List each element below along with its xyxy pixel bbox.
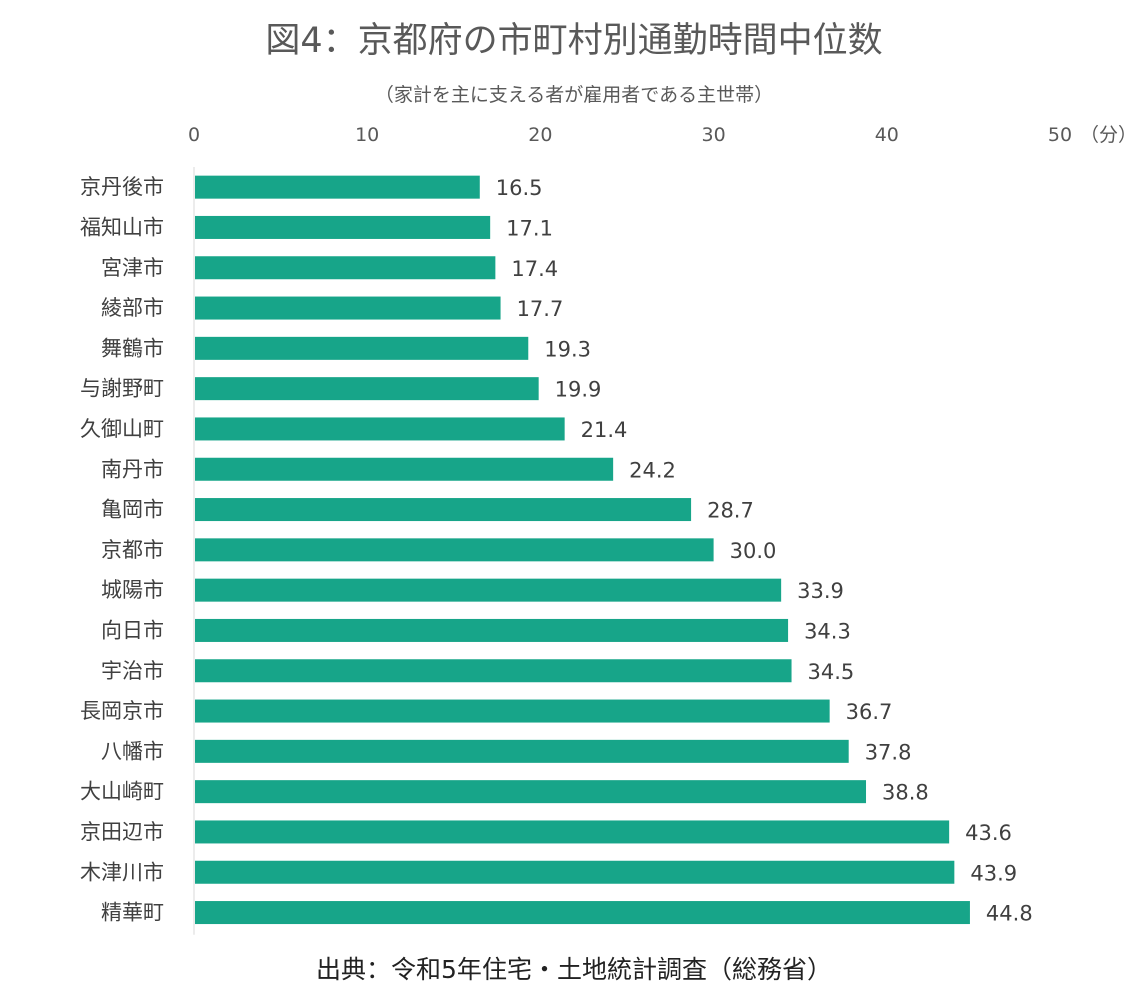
bar: [195, 820, 950, 844]
data-labels: 16.5 17.1 17.4 17.7 19.3 19.9 21.424.2 28.7 30.0…: [496, 176, 1033, 925]
bar: [195, 578, 782, 602]
bar: [195, 417, 565, 441]
bar: [195, 215, 491, 239]
category-label: 亀岡市: [101, 498, 164, 522]
chart-title: 図4：京都府の市町村別通勤時間中位数: [265, 21, 883, 61]
category-label: 城陽市: [101, 578, 164, 602]
data-label: 43.6: [965, 821, 1012, 845]
bar: [195, 699, 830, 723]
data-label: 44.8: [986, 902, 1033, 926]
bar: [195, 739, 849, 763]
category-label: 精華町: [101, 901, 164, 925]
bars: [195, 175, 970, 925]
data-label: 34.3: [804, 619, 851, 643]
bar: [195, 618, 789, 642]
category-labels: 京丹後市福知山市宮津市綾部市舞鶴市与謝野町久御山町南丹市亀岡市京都市城陽市向日市…: [80, 175, 164, 924]
x-axis-unit-label: （分）: [1080, 124, 1137, 146]
data-label: 16.5: [496, 176, 543, 200]
data-label: 38.8: [882, 781, 929, 805]
data-label: 37.8: [865, 740, 912, 764]
data-label: 19.3: [544, 337, 591, 361]
bar: [195, 901, 970, 925]
category-label: 京丹後市: [80, 175, 164, 199]
category-label: 長岡京市: [80, 699, 164, 723]
x-tick-label: 20: [528, 124, 552, 146]
x-tick-label: 10: [355, 124, 379, 146]
data-label: 34.5: [808, 660, 855, 684]
data-label: 17.4: [511, 257, 558, 281]
data-label: 24.2: [629, 458, 676, 482]
bar: [195, 498, 692, 522]
category-label: 大山崎町: [80, 780, 164, 804]
category-label: 京田辺市: [80, 820, 164, 844]
data-label: 19.9: [555, 378, 602, 402]
data-label: 21.4: [581, 418, 628, 442]
category-label: 木津川市: [80, 860, 164, 884]
bar: [195, 296, 501, 320]
category-label: 向日市: [101, 618, 164, 642]
category-label: 宇治市: [101, 659, 164, 683]
category-label: 綾部市: [101, 296, 164, 320]
category-label: 与謝野町: [80, 377, 164, 401]
bar: [195, 538, 714, 562]
x-tick-label: 40: [875, 124, 899, 146]
data-label: 28.7: [707, 499, 754, 523]
data-label: 36.7: [846, 700, 893, 724]
bar: [195, 377, 539, 401]
data-label: 43.9: [970, 861, 1017, 885]
category-label: 南丹市: [101, 457, 164, 481]
data-label: 30.0: [730, 539, 777, 563]
category-label: 福知山市: [80, 215, 164, 239]
bar: [195, 860, 955, 884]
x-tick-label: 50: [1048, 124, 1072, 146]
category-label: 京都市: [101, 538, 164, 562]
source-note: 出典：令和5年住宅・土地統計調査（総務省）: [316, 955, 832, 984]
bar: [195, 780, 867, 804]
x-tick-label: 30: [702, 124, 726, 146]
category-label: 八幡市: [101, 739, 164, 763]
data-label: 17.1: [506, 216, 553, 240]
category-label: 久御山町: [80, 417, 164, 441]
data-label: 17.7: [517, 297, 564, 321]
x-tick-label: 0: [188, 124, 200, 146]
chart-subtitle: （家計を主に支える者が雇用者である主世帯）: [374, 84, 774, 106]
category-label: 舞鶴市: [101, 336, 164, 360]
x-axis-ticks: 0 10 20 30 40 50: [188, 124, 1072, 146]
data-label: 33.9: [797, 579, 844, 603]
bar: [195, 336, 529, 360]
category-label: 宮津市: [101, 256, 164, 280]
bar: [195, 256, 496, 280]
bar: [195, 175, 480, 199]
bar: [195, 659, 792, 683]
bar: [195, 457, 614, 481]
